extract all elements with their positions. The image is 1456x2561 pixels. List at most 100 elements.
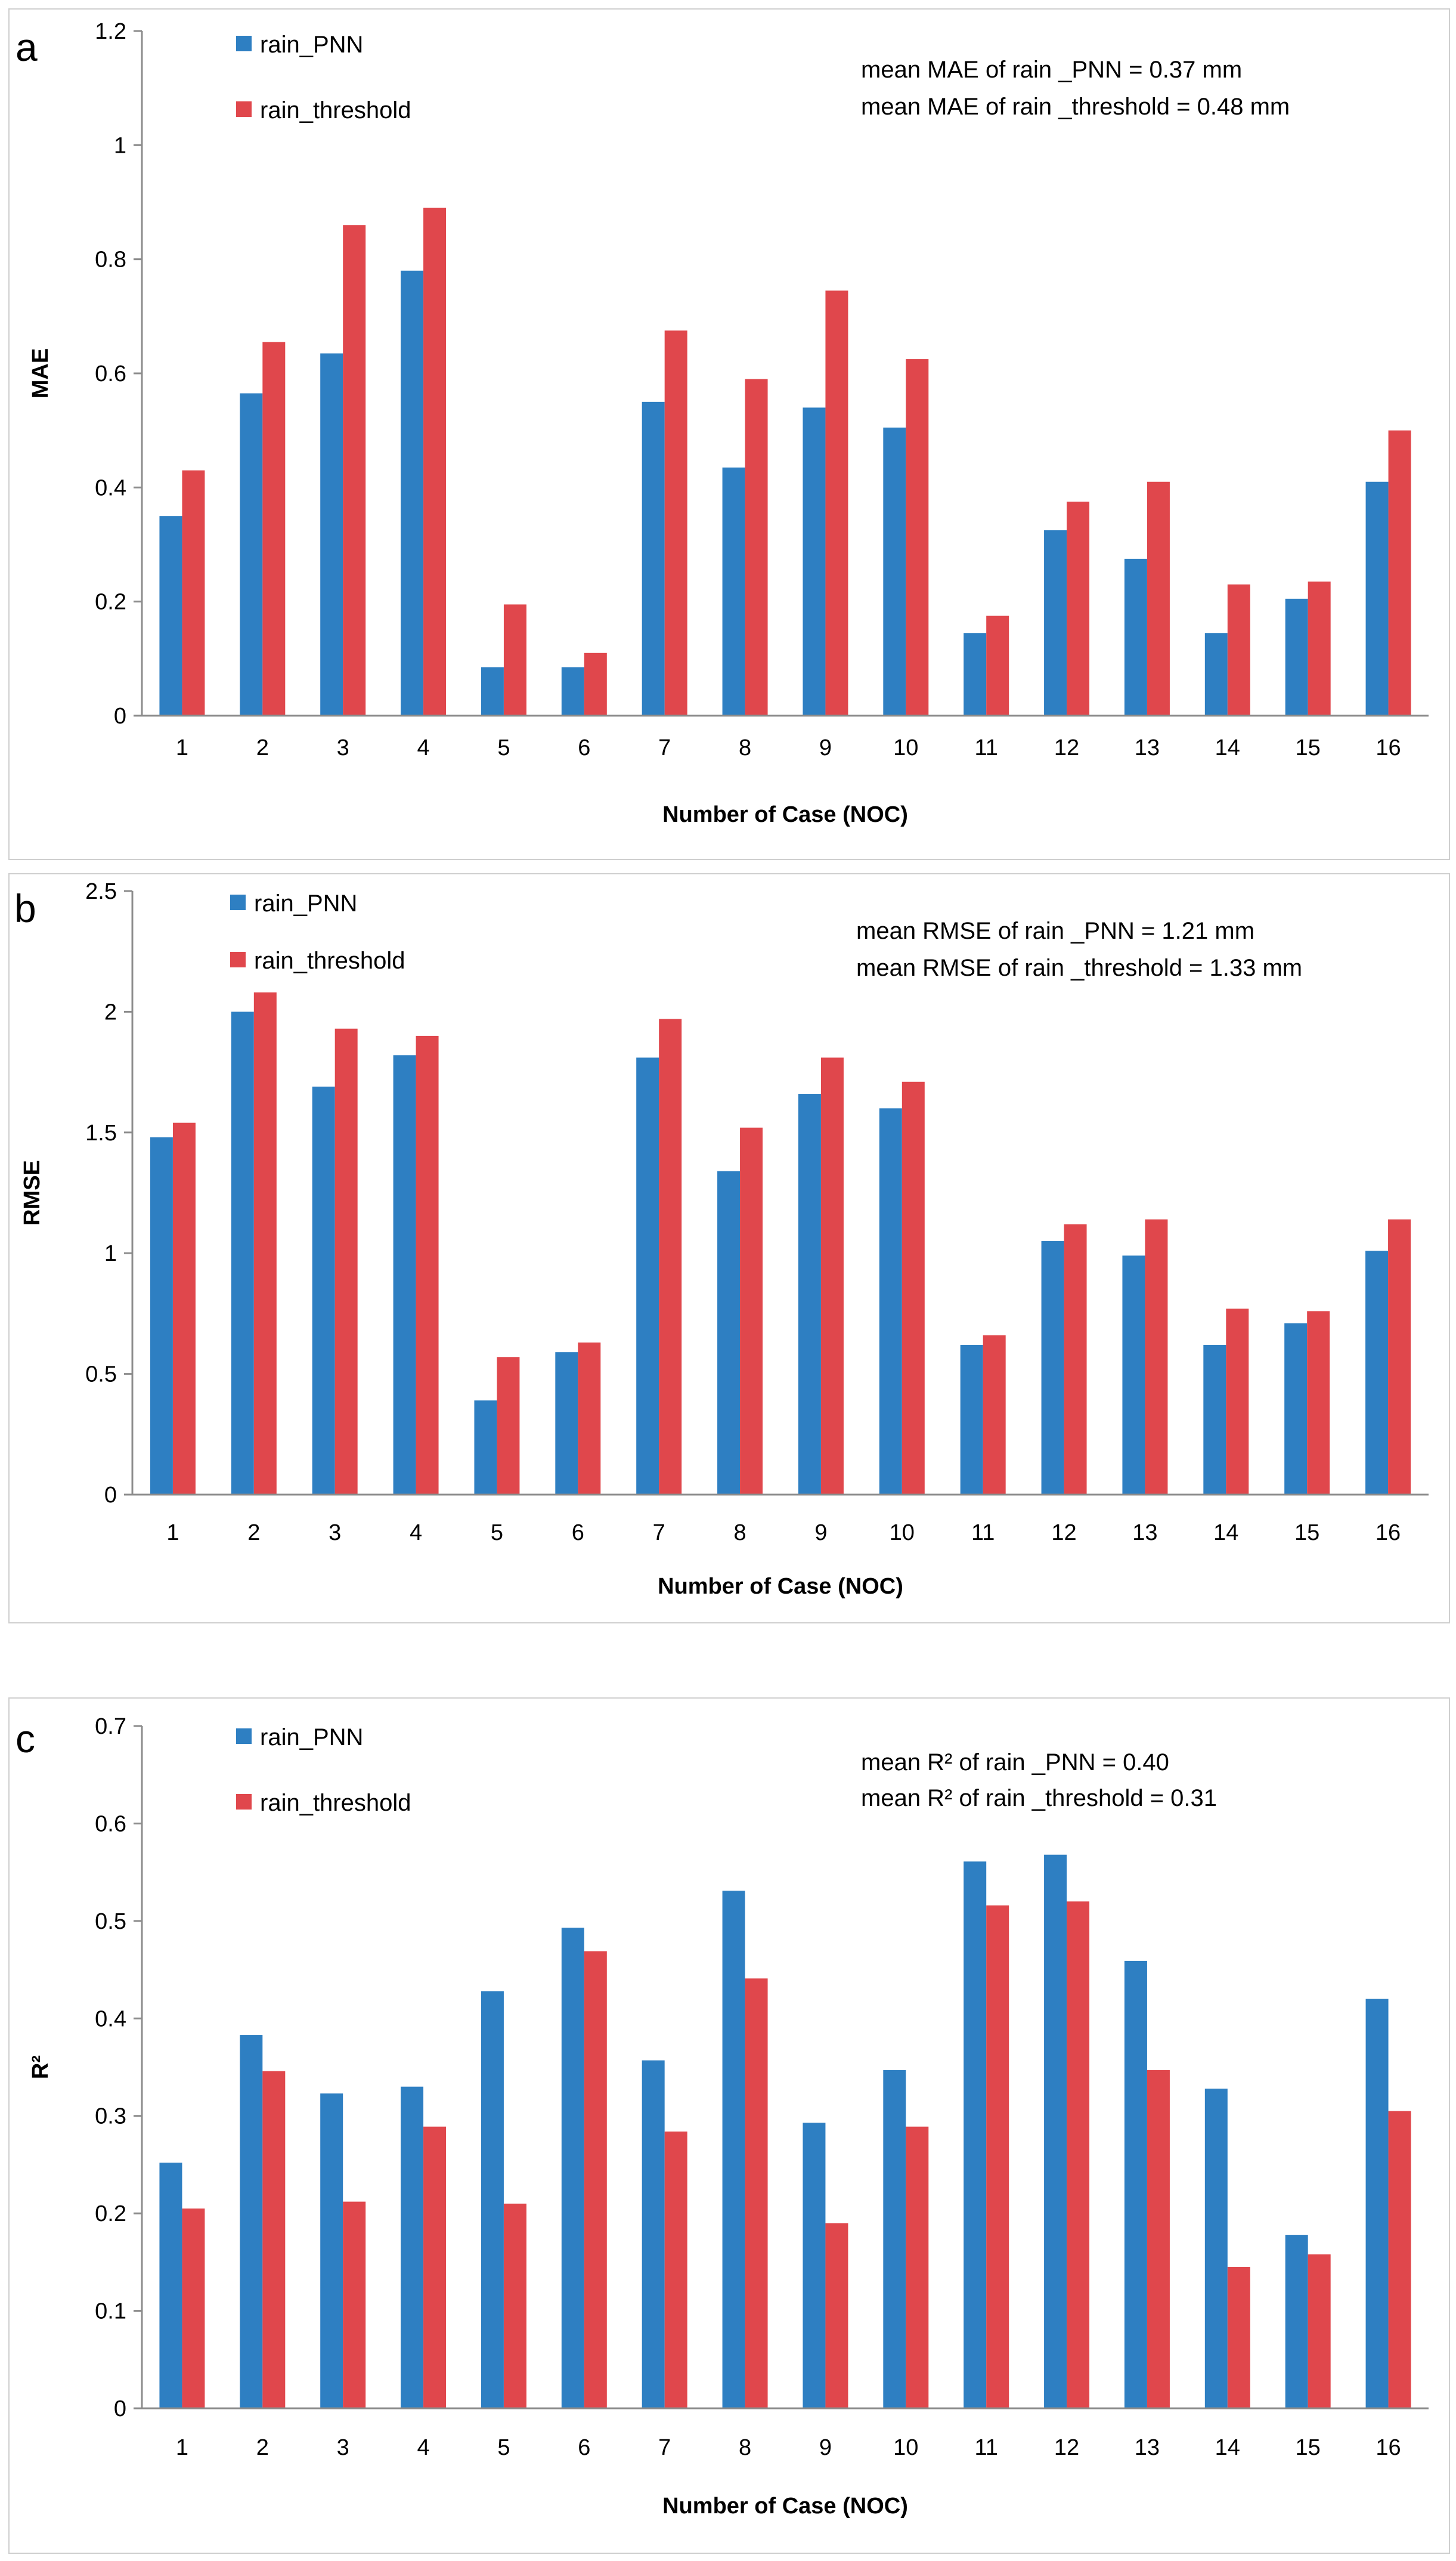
bar-rain-threshold-case-15: [1308, 582, 1331, 716]
bar-rain-threshold-case-5: [503, 604, 526, 716]
x-tick-label: 13: [1135, 2435, 1160, 2460]
x-axis-title: Number of Case (NOC): [658, 1574, 903, 1599]
bar-rain-threshold-case-15: [1308, 2254, 1331, 2408]
bar-rain-threshold-case-8: [745, 1978, 768, 2408]
bar-rain-pnn-case-12: [1041, 1241, 1064, 1495]
y-tick-label: 2: [104, 1000, 117, 1025]
x-tick-label: 16: [1376, 735, 1401, 760]
y-tick-label: 0.6: [95, 1811, 126, 1836]
legend-label: rain_threshold: [260, 97, 411, 123]
bar-rain-pnn-case-2: [240, 393, 263, 716]
bar-rain-pnn-case-4: [401, 2086, 424, 2408]
x-tick-label: 8: [733, 1520, 746, 1545]
legend-label: rain_PNN: [260, 32, 363, 58]
bar-rain-threshold-case-2: [262, 2071, 286, 2408]
x-tick-label: 16: [1376, 2435, 1401, 2460]
bar-rain-pnn-case-6: [561, 1928, 584, 2408]
x-tick-label: 2: [256, 735, 269, 760]
chart-panel-b: 0 0.5 1 1.5 2 2.5 1 2 3 4 5 6 7 8 9 10 11 12 13 14 15 16 Numbe…: [8, 873, 1450, 1623]
bar-rain-threshold-case-7: [664, 330, 687, 716]
bar-rain-threshold-case-9: [825, 290, 848, 716]
bar-rain-pnn-case-5: [481, 1991, 504, 2408]
annotation-text: mean RMSE of rain _PNN = 1.21 mm: [856, 918, 1254, 944]
bar-rain-threshold-case-16: [1388, 430, 1411, 716]
legend-label: rain_PNN: [260, 1724, 363, 1750]
bar-rain-pnn-case-12: [1044, 1854, 1067, 2408]
x-axis-title: Number of Case (NOC): [662, 802, 908, 827]
bar-rain-pnn-case-1: [159, 516, 182, 716]
x-tick-label: 7: [658, 2435, 671, 2460]
chart-panel-c: 0 0.1 0.2 0.3 0.4 0.5 0.6 0.7 1 2 3 4 5 6 7 8 9 10 11 12 13 1…: [8, 1697, 1450, 2554]
y-tick-label: 1.2: [95, 19, 126, 44]
y-tick-label: 0.2: [95, 590, 126, 615]
bar-rain-threshold-case-11: [986, 615, 1009, 716]
bar-rain-pnn-case-10: [879, 1108, 902, 1495]
panel-letter: c: [16, 1716, 35, 1761]
y-tick-label: 1: [114, 133, 126, 158]
y-tick-label: 0.5: [85, 1362, 117, 1387]
legend-swatch-rain-pnn: [236, 1728, 252, 1744]
bar-rain-threshold-case-1: [172, 1122, 196, 1495]
x-axis-title: Number of Case (NOC): [662, 2494, 908, 2519]
bar-rain-pnn-case-9: [803, 2123, 826, 2408]
bar-rain-pnn-case-2: [240, 2035, 263, 2408]
bar-rain-threshold-case-4: [423, 208, 447, 716]
annotation-text: mean R² of rain _PNN = 0.40: [861, 1749, 1169, 1776]
bar-rain-pnn-case-16: [1365, 1251, 1389, 1495]
annotation-text: mean MAE of rain _PNN = 0.37 mm: [861, 57, 1242, 83]
legend-label: rain_threshold: [260, 1790, 411, 1816]
y-tick-label: 0.2: [95, 2201, 126, 2226]
bar-rain-pnn-case-10: [883, 2070, 906, 2408]
legend-swatch-rain-pnn: [230, 895, 246, 910]
bar-rain-pnn-case-16: [1365, 481, 1389, 716]
bar-rain-pnn-case-2: [231, 1012, 254, 1495]
bar-rain-pnn-case-1: [159, 2163, 182, 2408]
bar-rain-threshold-case-5: [503, 2203, 526, 2408]
bar-rain-threshold-case-7: [659, 1019, 682, 1495]
bar-rain-threshold-case-6: [578, 1342, 601, 1495]
bar-rain-threshold-case-9: [820, 1057, 844, 1495]
x-tick-label: 3: [337, 735, 349, 760]
bar-rain-threshold-case-11: [986, 1905, 1009, 2408]
bar-rain-threshold-case-12: [1067, 502, 1090, 716]
bar-rain-pnn-case-6: [555, 1352, 578, 1495]
x-tick-label: 5: [491, 1520, 503, 1545]
bar-rain-pnn-case-14: [1204, 2088, 1228, 2408]
x-tick-label: 13: [1132, 1520, 1157, 1545]
bar-rain-threshold-case-6: [584, 652, 607, 716]
x-tick-label: 15: [1296, 2435, 1321, 2460]
bar-rain-pnn-case-6: [561, 667, 584, 716]
y-tick-label: 0: [114, 704, 126, 729]
legend-label: rain_threshold: [254, 948, 405, 974]
bar-rain-threshold-case-3: [343, 2201, 366, 2408]
x-tick-label: 10: [890, 1520, 915, 1545]
bar-rain-threshold-case-8: [745, 379, 768, 716]
bar-rain-pnn-case-4: [393, 1055, 416, 1495]
y-axis-title: RMSE: [20, 1160, 45, 1226]
bar-rain-threshold-case-14: [1226, 1309, 1249, 1495]
x-tick-label: 12: [1054, 735, 1079, 760]
x-tick-label: 9: [819, 735, 832, 760]
bar-rain-threshold-case-11: [983, 1335, 1006, 1495]
bar-rain-pnn-case-5: [474, 1400, 497, 1495]
bar-rain-threshold-case-7: [664, 2131, 687, 2408]
y-tick-label: 0.5: [95, 1909, 126, 1934]
y-tick-label: 0.3: [95, 2104, 126, 2129]
x-tick-label: 7: [658, 735, 671, 760]
bar-rain-threshold-case-12: [1064, 1224, 1087, 1495]
bar-rain-threshold-case-13: [1147, 481, 1170, 716]
x-tick-label: 14: [1215, 735, 1240, 760]
bar-rain-threshold-case-3: [343, 225, 366, 716]
panel-letter: a: [16, 25, 38, 69]
bar-rain-threshold-case-2: [253, 992, 277, 1495]
bar-rain-threshold-case-16: [1388, 2111, 1411, 2408]
x-tick-label: 2: [256, 2435, 269, 2460]
chart-b: 00.511.522.51 2 3 4 5 6 7 8 9 10 11 12 13 14 15 16Numbe…: [14, 879, 1429, 1599]
bar-rain-pnn-case-10: [883, 427, 906, 716]
legend-swatch-rain-threshold: [236, 101, 252, 117]
annotation-text: mean R² of rain _threshold = 0.31: [861, 1785, 1217, 1811]
bar-rain-pnn-case-11: [960, 1345, 983, 1495]
x-tick-label: 9: [814, 1520, 827, 1545]
x-tick-label: 5: [497, 2435, 510, 2460]
bar-rain-pnn-case-16: [1365, 1999, 1389, 2408]
